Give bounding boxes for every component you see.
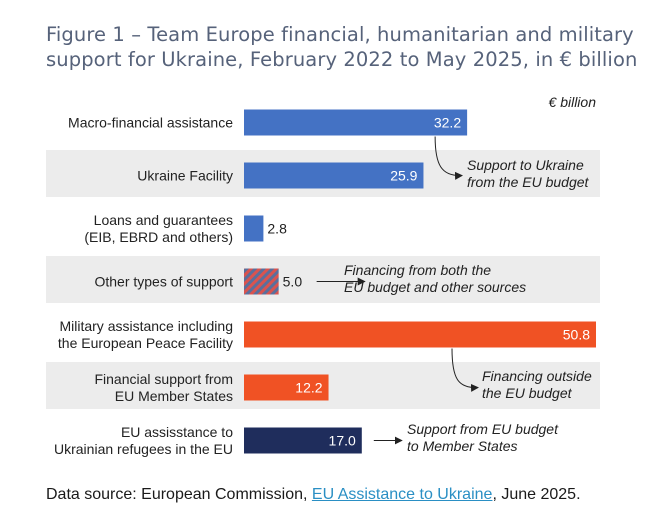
annotation-text: Support from EU budget bbox=[407, 421, 559, 437]
annotation-text: EU budget and other sources bbox=[344, 279, 526, 295]
row-bands bbox=[46, 150, 600, 409]
chart-title-line-2: support for Ukraine, February 2022 to Ma… bbox=[46, 48, 638, 71]
annotation-text: Financing from both the bbox=[344, 262, 491, 278]
value-label: 32.2 bbox=[434, 115, 461, 131]
bar bbox=[244, 268, 279, 295]
bar bbox=[244, 215, 264, 242]
chart-title-line-1: Figure 1 – Team Europe financial, humani… bbox=[46, 23, 634, 46]
bars-group: 32.2 25.9 2.8 5.0 50.8 12.2 17.0 bbox=[244, 109, 596, 454]
category-labels: Macro-financial assistance Ukraine Facili… bbox=[54, 115, 233, 458]
annotation-text: from the EU budget bbox=[467, 174, 590, 190]
category-label: Ukrainian refugees in the EU bbox=[54, 441, 233, 457]
annotation-arrow bbox=[451, 348, 479, 392]
row-band bbox=[46, 256, 600, 303]
category-label: Macro-financial assistance bbox=[68, 115, 233, 131]
value-label: 5.0 bbox=[283, 274, 303, 290]
annotation-text: Support to Ukraine bbox=[467, 157, 584, 173]
bar bbox=[244, 162, 424, 189]
category-label: the European Peace Facility bbox=[58, 335, 233, 351]
category-label: Financial support from bbox=[94, 371, 233, 387]
bar bbox=[244, 374, 329, 401]
category-label: EU Member States bbox=[115, 388, 233, 404]
annotation-text: Financing outside bbox=[482, 368, 592, 384]
category-label: Other types of support bbox=[94, 274, 233, 290]
annotation-arrow bbox=[434, 136, 463, 180]
category-label: Loans and guarantees bbox=[94, 212, 233, 228]
value-label: 12.2 bbox=[295, 380, 322, 396]
category-label: EU assisstance to bbox=[121, 424, 233, 440]
unit-label: € billion bbox=[549, 94, 597, 110]
source-link[interactable]: EU Assistance to Ukraine bbox=[311, 486, 493, 503]
bar bbox=[244, 109, 468, 136]
category-label: Ukraine Facility bbox=[137, 168, 233, 184]
value-label: 17.0 bbox=[329, 433, 356, 449]
annotation-text: the EU budget bbox=[482, 385, 573, 401]
value-label: 25.9 bbox=[390, 168, 417, 184]
category-label: (EIB, EBRD and others) bbox=[84, 229, 233, 245]
data-source: Data source: European Commission, EU Ass… bbox=[46, 486, 581, 504]
value-label: 50.8 bbox=[563, 327, 590, 343]
value-label: 2.8 bbox=[267, 221, 287, 237]
bar bbox=[244, 427, 362, 454]
bar bbox=[244, 321, 596, 348]
source-prefix: Data source: European Commission, bbox=[46, 486, 312, 503]
source-suffix: , June 2025. bbox=[492, 486, 581, 503]
annotation-text: to Member States bbox=[407, 438, 518, 454]
chart-title: Figure 1 – Team Europe financial, humani… bbox=[46, 22, 646, 72]
category-label: Military assistance including bbox=[59, 318, 233, 334]
